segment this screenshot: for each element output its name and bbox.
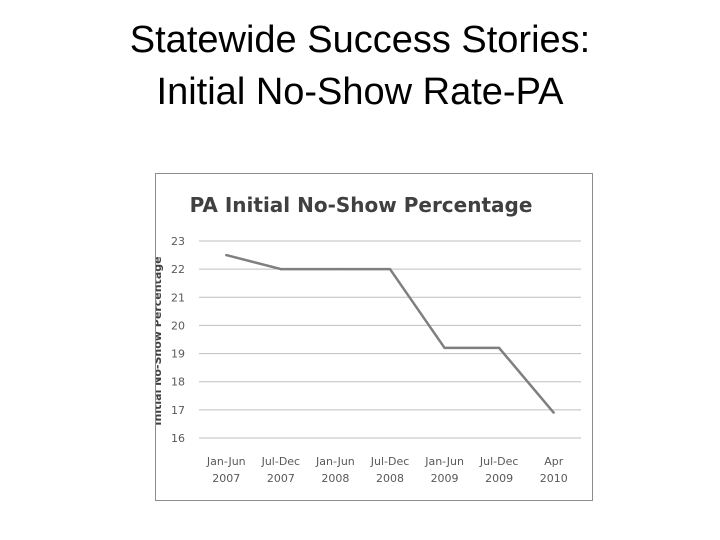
slide-title: Statewide Success Stories: Initial No-Sh… (0, 14, 720, 118)
y-tick-label: 18 (171, 376, 185, 389)
x-tick-label: 2009 (485, 472, 513, 485)
x-tick-label: Jul-Dec (479, 455, 519, 468)
x-tick-label: Jan-Jun (424, 455, 464, 468)
y-tick-label: 19 (171, 348, 185, 361)
y-tick-label: 17 (171, 404, 185, 417)
x-tick-label: Jul-Dec (370, 455, 410, 468)
data-series (225, 253, 555, 414)
data-point (443, 346, 446, 350)
x-tick-label: Jan-Jun (315, 455, 355, 468)
data-point (388, 267, 392, 271)
y-tick-labels: 16 17 18 19 20 21 22 23 (171, 235, 185, 445)
x-tick-label: Jan-Jun (206, 455, 246, 468)
data-point (279, 267, 283, 271)
data-point (552, 411, 555, 414)
gridlines (199, 240, 581, 439)
y-tick-label: 21 (171, 291, 185, 304)
x-tick-label: Apr (544, 455, 564, 468)
x-tick-label: 2008 (321, 472, 349, 485)
x-tick-label: 2008 (376, 472, 404, 485)
x-tick-label: 2007 (212, 472, 240, 485)
y-axis-label: Initial No-Show Percentage (156, 256, 164, 425)
y-tick-label: 16 (171, 432, 185, 445)
data-point (334, 267, 337, 271)
y-tick-label: 22 (171, 263, 185, 276)
x-tick-label: 2007 (267, 472, 295, 485)
slide-title-line-1: Statewide Success Stories: (129, 19, 591, 61)
data-point (225, 253, 228, 257)
x-tick-label: 2010 (540, 472, 568, 485)
chart-frame: PA Initial No-Show Percentage Initial No… (151, 173, 593, 501)
line-chart: PA Initial No-Show Percentage Initial No… (151, 193, 581, 485)
chart-title: PA Initial No-Show Percentage (190, 193, 533, 217)
y-tick-label: 20 (171, 319, 185, 332)
x-tick-label: Jul-Dec (261, 455, 301, 468)
y-tick-label: 23 (171, 235, 185, 248)
x-tick-label: 2009 (431, 472, 459, 485)
x-tick-labels: Jan-Jun 2007 Jul-Dec 2007 Jan-Jun 2008 Jul-Dec… (206, 455, 568, 485)
data-point (497, 346, 501, 350)
series-line (225, 253, 555, 414)
slide-title-line-2: Initial No-Show Rate-PA (156, 71, 564, 113)
